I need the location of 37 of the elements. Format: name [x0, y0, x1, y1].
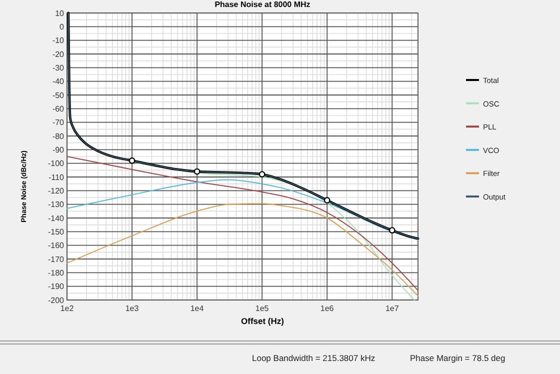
- y-tick-label: -200: [48, 296, 65, 305]
- y-tick-label: -140: [48, 214, 65, 223]
- y-tick-label: -150: [48, 227, 65, 236]
- y-tick-label: -80: [52, 132, 65, 141]
- y-tick-label: 0: [60, 22, 65, 32]
- y-tick-label: -30: [52, 63, 65, 72]
- y-tick-label: -190: [48, 282, 65, 292]
- y-tick-label: -10: [52, 36, 65, 46]
- y-tick-label: -60: [52, 104, 65, 114]
- point: [258, 171, 266, 178]
- y-tick-label: -100: [48, 159, 65, 168]
- y-tick-label: -180: [48, 268, 65, 278]
- x-tick-label: 1e7: [385, 304, 400, 313]
- y-tick-label: -160: [48, 241, 65, 250]
- point: [388, 227, 396, 234]
- x-tick-label: 1e4: [190, 304, 204, 313]
- y-tick-label: -130: [48, 200, 65, 210]
- x-axis-title: Offset (Hz): [241, 316, 284, 326]
- x-tick-label: 1e3: [125, 304, 140, 313]
- y-tick-label: 10: [55, 8, 65, 18]
- x-tick-label: 1e6: [320, 304, 334, 313]
- x-tick-label: 1e5: [255, 304, 270, 313]
- y-tick-label: -170: [48, 254, 65, 264]
- text: Loop Bandwidth = 215.3807 kHz: [252, 353, 376, 363]
- chart-title: Phase Noise at 8000 MHz: [214, 0, 310, 9]
- y-tick-label: -40: [52, 77, 65, 86]
- point: [128, 157, 136, 164]
- y-tick-label: -50: [52, 90, 65, 100]
- x-tick-label: 1e2: [60, 304, 74, 313]
- y-tick-label: -120: [48, 186, 65, 196]
- y-tick-label: -70: [52, 118, 65, 128]
- y-tick-label: -20: [52, 50, 65, 59]
- text: Phase Margin = 78.5 deg: [410, 353, 506, 363]
- point: [194, 168, 200, 175]
- y-tick-label: -90: [52, 145, 65, 154]
- y-tick-label: -110: [48, 172, 65, 182]
- point: [324, 197, 330, 204]
